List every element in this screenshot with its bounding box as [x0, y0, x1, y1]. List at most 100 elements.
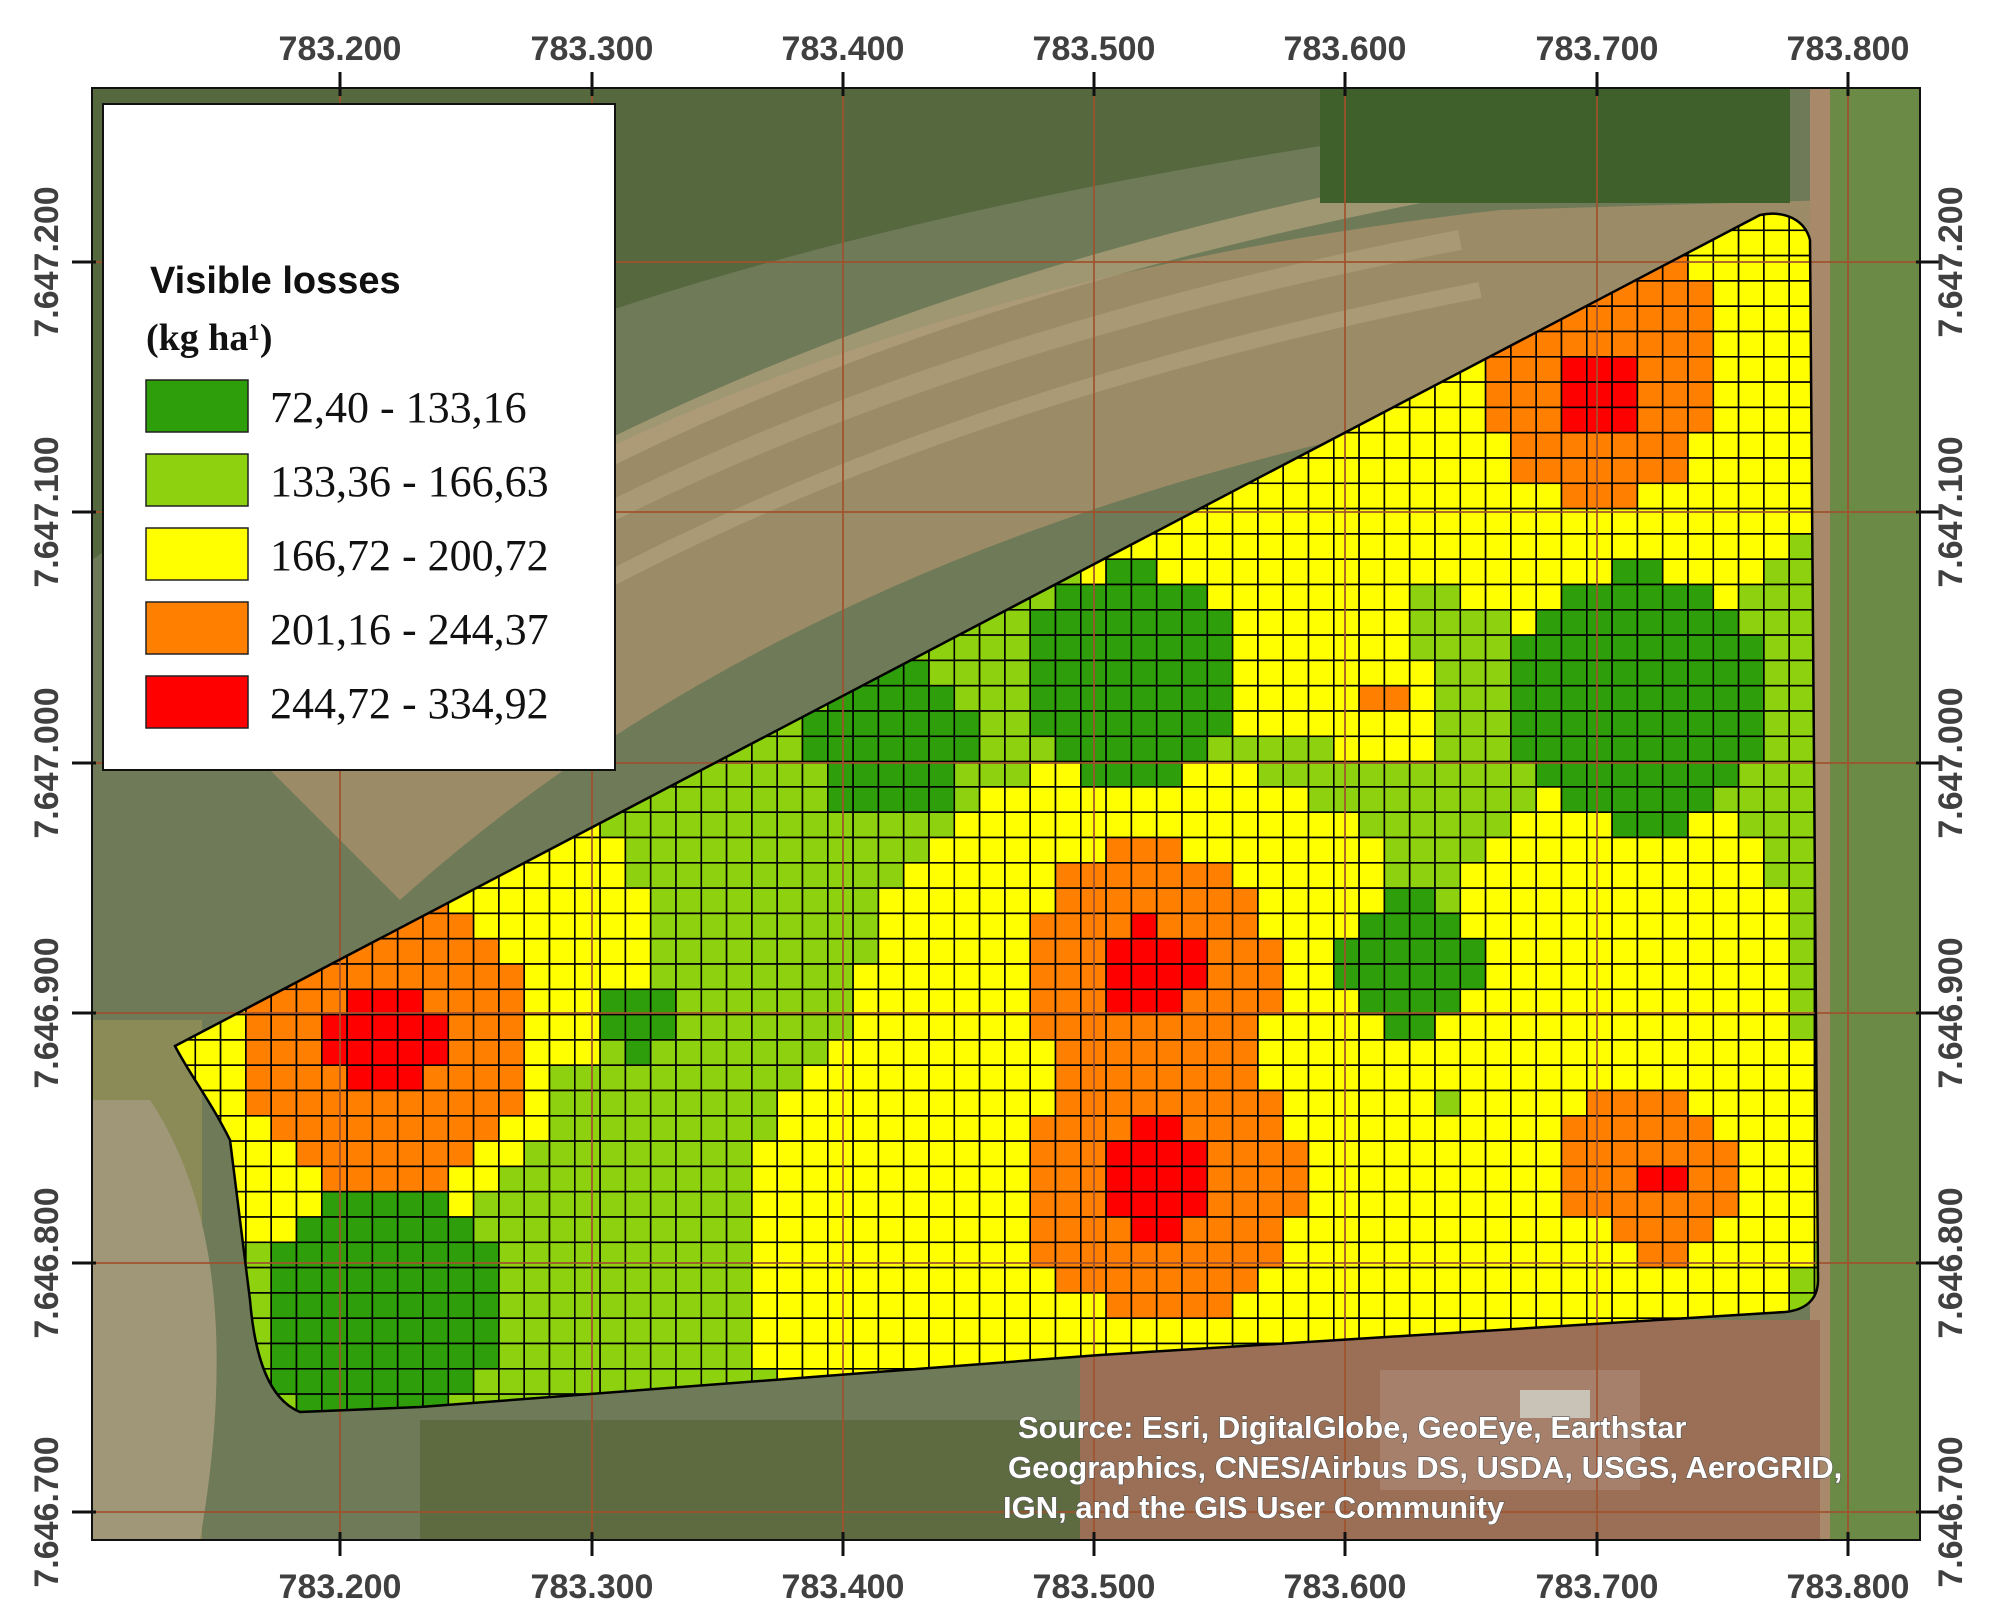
grid-cell [1105, 836, 1133, 864]
grid-cell [1029, 786, 1057, 814]
grid-cell [1282, 988, 1310, 1016]
grid-cell [1687, 963, 1715, 991]
grid-cell [1105, 887, 1133, 915]
grid-cell [1231, 937, 1259, 965]
grid-cell [1586, 735, 1613, 763]
grid-cell [472, 1368, 500, 1395]
grid-cell [1358, 558, 1386, 586]
grid-cell [422, 1140, 450, 1168]
grid-cell [1687, 330, 1715, 358]
grid-cell [852, 1115, 880, 1142]
grid-cell [498, 1342, 525, 1370]
grid-cell [1535, 1292, 1563, 1320]
grid-cell [1155, 1165, 1183, 1193]
grid-cell [1105, 659, 1133, 687]
grid-cell [1636, 583, 1664, 611]
grid-cell [1788, 710, 1816, 738]
grid-cell [1560, 330, 1588, 358]
grid-cell [1307, 659, 1335, 687]
grid-cell [776, 811, 804, 839]
grid-cell [1712, 608, 1740, 636]
grid-cell [1358, 533, 1386, 561]
grid-cell [1206, 1317, 1234, 1345]
grid-cell [1687, 811, 1715, 839]
grid-cell [1231, 760, 1259, 788]
grid-cell [1763, 608, 1791, 636]
grid-cell [422, 1342, 450, 1370]
grid-cell [877, 963, 905, 991]
grid-cell [1636, 533, 1664, 561]
grid-cell [1737, 583, 1765, 611]
grid-cell [1560, 406, 1588, 434]
grid-cell [1383, 988, 1411, 1016]
grid-cell [1611, 735, 1639, 763]
grid-cell [523, 912, 551, 940]
grid-cell [725, 1140, 753, 1168]
grid-cell [270, 1165, 298, 1193]
grid-cell [1155, 811, 1183, 839]
grid-cell [1737, 1039, 1765, 1067]
grid-cell [1282, 735, 1310, 763]
grid-cell [1687, 1115, 1715, 1142]
grid-cell [751, 912, 779, 940]
grid-cell [1004, 735, 1032, 763]
grid-cell [1408, 431, 1436, 459]
grid-cell [826, 1140, 854, 1168]
grid-cell [1636, 1064, 1664, 1092]
x-tick-label: 783.200 [279, 1568, 402, 1606]
grid-cell [1054, 937, 1082, 965]
grid-cell [877, 1266, 905, 1294]
grid-cell [675, 988, 703, 1016]
grid-cell [270, 1342, 298, 1370]
grid-cell [1510, 1039, 1538, 1067]
grid-cell [1510, 558, 1538, 586]
grid-cell [1763, 963, 1791, 991]
grid-cell [1586, 583, 1613, 611]
grid-cell [1307, 1089, 1335, 1117]
grid-cell [1636, 811, 1664, 839]
grid-cell [624, 1089, 652, 1117]
grid-cell [1687, 887, 1715, 915]
grid-cell [751, 760, 779, 788]
grid-cell [1054, 608, 1082, 636]
grid-cell [776, 1013, 804, 1041]
grid-cell [953, 1039, 981, 1067]
grid-cell [320, 1368, 348, 1395]
grid-cell [801, 1165, 829, 1193]
grid-cell [877, 937, 905, 965]
grid-cell [928, 1342, 956, 1370]
grid-cell [700, 1165, 728, 1193]
grid-cell [1737, 887, 1765, 915]
grid-cell [649, 1115, 677, 1142]
grid-cell [599, 937, 627, 965]
grid-cell [1788, 634, 1816, 662]
grid-cell [1661, 381, 1689, 409]
grid-cell [1459, 710, 1487, 738]
grid-cell [1560, 1039, 1588, 1067]
grid-cell [852, 710, 880, 738]
grid-cell [725, 1190, 753, 1218]
grid-cell [1054, 735, 1082, 763]
grid-cell [472, 1115, 500, 1142]
grid-cell [1408, 583, 1436, 611]
grid-cell [1687, 1190, 1715, 1218]
grid-cell [1687, 684, 1715, 712]
grid-cell [1004, 1317, 1032, 1345]
grid-cell [1484, 1064, 1512, 1092]
grid-cell [1358, 659, 1386, 687]
grid-cell [1408, 963, 1436, 991]
grid-cell [776, 1342, 804, 1370]
grid-cell [1434, 1266, 1462, 1294]
grid-cell [1434, 482, 1462, 510]
grid-cell [1358, 608, 1386, 636]
grid-cell [801, 1140, 829, 1168]
y-tick-label: 7.647.100 [1932, 436, 1970, 587]
grid-cell [1737, 963, 1765, 991]
grid-cell [1029, 1039, 1057, 1067]
grid-cell [1181, 836, 1209, 864]
grid-cell [1257, 1140, 1285, 1168]
grid-cell [624, 1292, 652, 1320]
grid-cell [1408, 912, 1436, 940]
grid-cell [1408, 1013, 1436, 1041]
grid-cell [1687, 710, 1715, 738]
